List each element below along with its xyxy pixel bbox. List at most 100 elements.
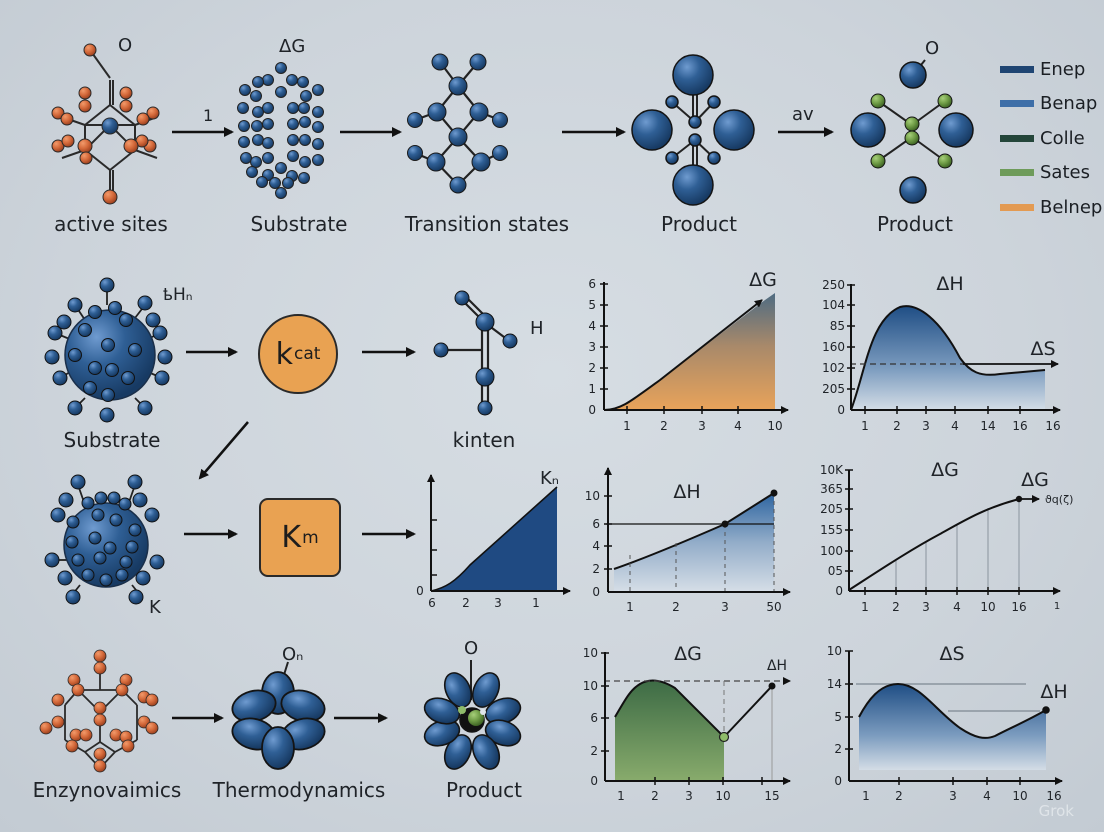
svg-text:ΔG: ΔG [674,643,702,665]
svg-text:ΔG: ΔG [931,459,959,481]
svg-text:16: 16 [1012,419,1027,433]
legend-item: Belnep [1000,190,1102,225]
svg-text:4: 4 [588,319,596,333]
kcat-sub: cat [293,344,321,364]
svg-text:6: 6 [588,277,596,291]
chart-delta-g-green: 10 10 6 2 0 1 2 3 10 15 ΔG ΔH [583,643,791,803]
legend-item: Colle [1000,121,1102,156]
kinten-molecule-icon [433,290,518,416]
svg-text:16: 16 [1045,419,1060,433]
reaction-arrow-2 [186,347,416,480]
legend-label: Benap [1040,93,1098,115]
enzyme-sphere-icon [44,474,165,605]
product-molecule-icon [631,54,755,206]
km-chart-label: Kₙ [540,468,559,489]
chart-delta-h-increasing: 10 6 4 2 0 1 2 3 50 ΔH [585,467,791,614]
svg-text:2: 2 [893,419,901,433]
annotation-k: K [149,597,161,618]
svg-text:6: 6 [590,711,598,725]
svg-text:2: 2 [592,562,600,576]
annotation-delta-g-1: ΔG [279,36,306,57]
svg-text:102: 102 [822,361,845,375]
kcat-label: k cat [259,315,337,393]
svg-text:15: 15 [764,789,779,803]
annotation-oxygen-1: O [118,35,133,56]
svg-text:2: 2 [892,600,900,614]
enzyme-kinetics-molecule-icon [39,649,159,773]
label-product-1: Product [661,212,737,236]
svg-text:16: 16 [1046,789,1061,803]
svg-text:1: 1 [1054,601,1060,612]
legend-item: Enep [1000,52,1102,87]
label-enzyme-kinetics: Enzynovaimics [32,778,182,802]
svg-text:3: 3 [949,789,957,803]
legend-swatch-icon [1000,134,1034,142]
legend-swatch-icon [1000,65,1034,73]
label-transition-states: Transition states [404,212,570,236]
annotation-hydrogen: H [530,318,544,339]
legend-label: Enep [1040,58,1086,80]
svg-text:05: 05 [828,564,843,578]
svg-text:14: 14 [827,677,842,691]
label-kinten: kinten [452,428,516,452]
svg-text:100: 100 [820,544,843,558]
svg-text:10: 10 [715,789,730,803]
svg-text:0: 0 [837,403,845,417]
svg-text:1: 1 [532,596,540,610]
svg-text:2: 2 [895,789,903,803]
svg-text:10K: 10K [820,463,844,477]
svg-text:ΔG: ΔG [1021,469,1049,491]
svg-text:155: 155 [820,523,843,537]
svg-text:0: 0 [590,774,598,788]
kcat-node [258,314,338,394]
svg-text:3: 3 [698,419,706,433]
svg-text:50: 50 [766,600,781,614]
annotation-oxygen-n: Oₙ [282,644,304,665]
svg-text:2: 2 [462,596,470,610]
svg-text:0: 0 [416,584,424,598]
label-substrate-1: Substrate [250,212,348,236]
svg-text:14: 14 [980,419,995,433]
km-sub: m [302,527,319,548]
svg-text:10: 10 [583,679,598,693]
svg-text:ΔH: ΔH [936,273,963,295]
substrate-sphere-icon [44,277,173,423]
svg-text:4: 4 [983,789,991,803]
transition-state-molecule-icon [407,53,508,194]
svg-text:3: 3 [494,596,502,610]
chart-delta-g-orange: 6 5 4 3 2 1 0 1 2 3 4 10 ΔG [588,269,789,433]
svg-text:16: 16 [1011,600,1026,614]
chart-delta-g-line: 10K 365 205 155 100 05 0 1 2 3 4 10 16 1… [820,459,1074,614]
svg-text:ϑq(ζ): ϑq(ζ) [1045,493,1073,506]
svg-text:10: 10 [585,489,600,503]
svg-text:3: 3 [922,419,930,433]
svg-text:ΔH: ΔH [767,658,787,674]
svg-text:5: 5 [588,298,596,312]
svg-text:205: 205 [820,502,843,516]
svg-text:10: 10 [827,644,842,658]
svg-text:3: 3 [588,340,596,354]
svg-text:ΔH: ΔH [1040,681,1067,703]
label-active-sites: active sites [54,212,168,236]
svg-text:160: 160 [822,340,845,354]
legend-item: Sates [1000,156,1102,191]
svg-text:2: 2 [834,742,842,756]
legend-swatch-icon [1000,100,1034,108]
arrow-label-av: av [792,104,814,125]
watermark: Grok [1038,802,1074,820]
svg-text:5: 5 [834,710,842,724]
legend-item: Benap [1000,87,1102,122]
svg-text:2: 2 [660,419,668,433]
product-green-molecule-icon [850,59,974,204]
svg-text:2: 2 [588,361,596,375]
svg-text:ΔG: ΔG [749,269,777,291]
arrow-label-1: 1 [203,106,214,125]
svg-text:2: 2 [651,789,659,803]
svg-text:10: 10 [583,646,598,660]
label-substrate-2: Substrate [63,428,161,452]
svg-text:1: 1 [861,419,869,433]
svg-text:0: 0 [588,403,596,417]
label-product-2: Product [877,212,953,236]
svg-text:4: 4 [592,539,600,553]
legend-swatch-icon [1000,169,1034,177]
